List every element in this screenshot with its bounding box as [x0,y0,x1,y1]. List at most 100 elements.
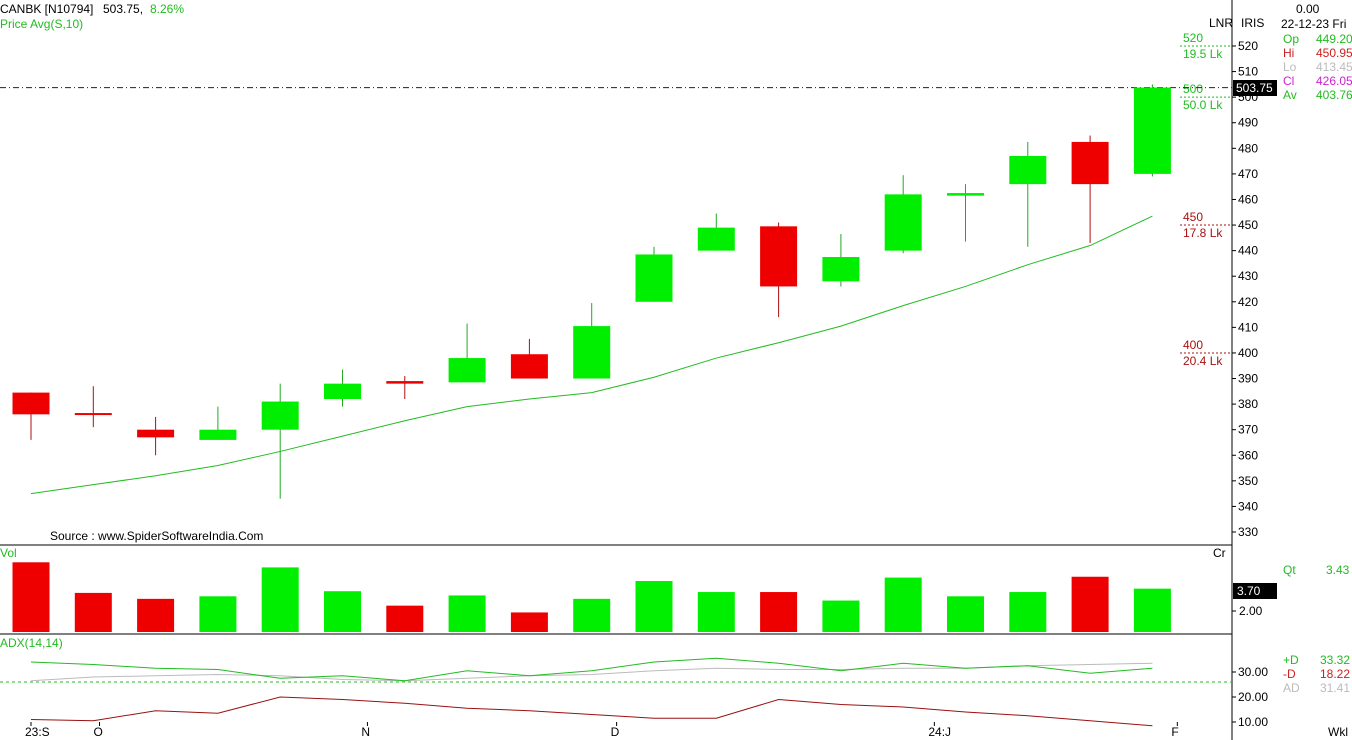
price-tick-label: 430 [1238,269,1258,283]
price-tick-label: 520 [1238,39,1258,53]
price-tick-label: 470 [1238,167,1258,181]
last-price: 503.75, [103,2,143,16]
price-badge-bg [1233,80,1277,96]
volume-bar [324,591,361,632]
scheme-label[interactable]: IRIS [1241,16,1264,30]
candle-body [760,226,798,287]
info-row-label: Hi [1283,46,1294,60]
volume-bar [697,592,735,632]
volume-bar [884,577,922,632]
adx-legend-value: 31.41 [1320,681,1350,695]
price-levels: 520 19.5 Lk 500 50.0 Lk 450 17.8 Lk 400 20.4 Lk [1180,31,1232,368]
volume-bar [510,612,548,632]
adx-axis: 30.00 20.00 10.00 [1232,665,1268,729]
price-tick-label: 410 [1238,320,1258,334]
price-tick-label: 480 [1238,141,1258,155]
candle-body [137,429,175,438]
adx-tick-label: 30.00 [1238,665,1268,679]
volume-bar [1133,588,1171,632]
price-tick-label: 440 [1238,244,1258,258]
level-price-label: 450 [1183,210,1203,224]
price-tick-label: 360 [1238,448,1258,462]
candle-body [1133,87,1171,174]
level-volume-label: 19.5 Lk [1183,47,1223,61]
info-row-value: 426.05 [1316,74,1352,88]
adx-legend: +D 33.32 -D 18.22 AD 31.41 [1283,653,1350,695]
level-volume-label: 50.0 Lk [1183,98,1223,112]
candle-body [386,381,424,384]
scale-mode-label[interactable]: LNR [1209,16,1233,30]
volume-bars [12,562,1171,632]
level-price-label: 400 [1183,338,1203,352]
price-tick-label: 370 [1238,423,1258,437]
volume-tick-label: 2.00 [1239,604,1263,618]
plus-di-line [30,657,1153,682]
candle-body [697,227,735,251]
price-tick-label: 330 [1238,525,1258,539]
info-row-label: Av [1283,88,1297,102]
price-tick-label: 400 [1238,346,1258,360]
volume-bar [199,596,237,632]
change-percent: 8.26% [150,2,184,16]
price-tick-label: 510 [1238,65,1258,79]
level-price-label: 520 [1183,31,1203,45]
candle-body [324,383,361,399]
level-volume-label: 20.4 Lk [1183,354,1223,368]
ohlc-info-panel: Op 449.20 Hi 450.95 Lo 413.45 Cl 426.05 Av 403.76 [1283,32,1352,102]
minus-di-line [30,696,1153,727]
level-price-label: 500 [1183,82,1203,96]
candle-body [884,194,922,251]
info-date: 22-12-23 Fri [1281,17,1346,31]
x-tick-label: O [94,725,103,739]
symbol-label: CANBK [N10794] [0,2,93,16]
volume-bar [760,592,798,632]
x-tick-label: N [361,725,370,739]
adx-legend-label: -D [1283,667,1296,681]
volume-label: Vol [0,546,17,560]
level-volume-label: 17.8 Lk [1183,226,1223,240]
candle-body [448,358,486,383]
info-row-value: 403.76 [1316,88,1352,102]
volume-bar [573,598,611,632]
volume-bar [822,600,860,632]
adx-tick-label: 20.00 [1238,690,1268,704]
volume-unit: Cr [1213,546,1226,560]
price-tick-label: 490 [1238,116,1258,130]
volume-badge: 3.70 [1237,584,1261,598]
adx-legend-value: 18.22 [1320,667,1350,681]
candle-body [74,413,112,416]
price-tick-label: 380 [1238,397,1258,411]
time-axis: 23:S O N D 24:J F [25,722,1179,739]
candle-body [947,193,984,196]
volume-bar [448,595,486,632]
volume-bar [1071,576,1109,632]
moving-average-line [30,215,1153,495]
info-row-label: Cl [1283,74,1294,88]
qt-value: 3.43 [1326,563,1350,577]
volume-bar [635,581,673,632]
volume-bar [12,562,50,632]
candle-body [261,401,299,430]
indicator-label: Price Avg(S,10) [0,17,83,31]
volume-bar [74,592,112,632]
candlestick-series [12,84,1171,499]
adx-label: ADX(14,14) [0,636,63,650]
volume-bar [137,598,175,632]
price-badge: 503.75 [1236,81,1273,95]
info-row-label: Op [1283,32,1299,46]
info-row-value: 413.45 [1316,60,1352,74]
price-tick-label: 340 [1238,499,1258,513]
candle-body [12,392,50,415]
period-label[interactable]: Wkl [1328,725,1348,739]
volume-bar [261,567,299,632]
candle-body [199,429,237,440]
adx-legend-label: +D [1283,653,1299,667]
qt-label: Qt [1283,563,1296,577]
adx-tick-label: 10.00 [1238,715,1268,729]
adx-line [30,662,1153,682]
info-row-value: 450.95 [1316,46,1352,60]
price-tick-label: 420 [1238,295,1258,309]
source-label: Source : www.SpiderSoftwareIndia.Com [50,529,263,543]
x-tick-label: F [1171,725,1178,739]
adx-legend-label: AD [1283,681,1300,695]
